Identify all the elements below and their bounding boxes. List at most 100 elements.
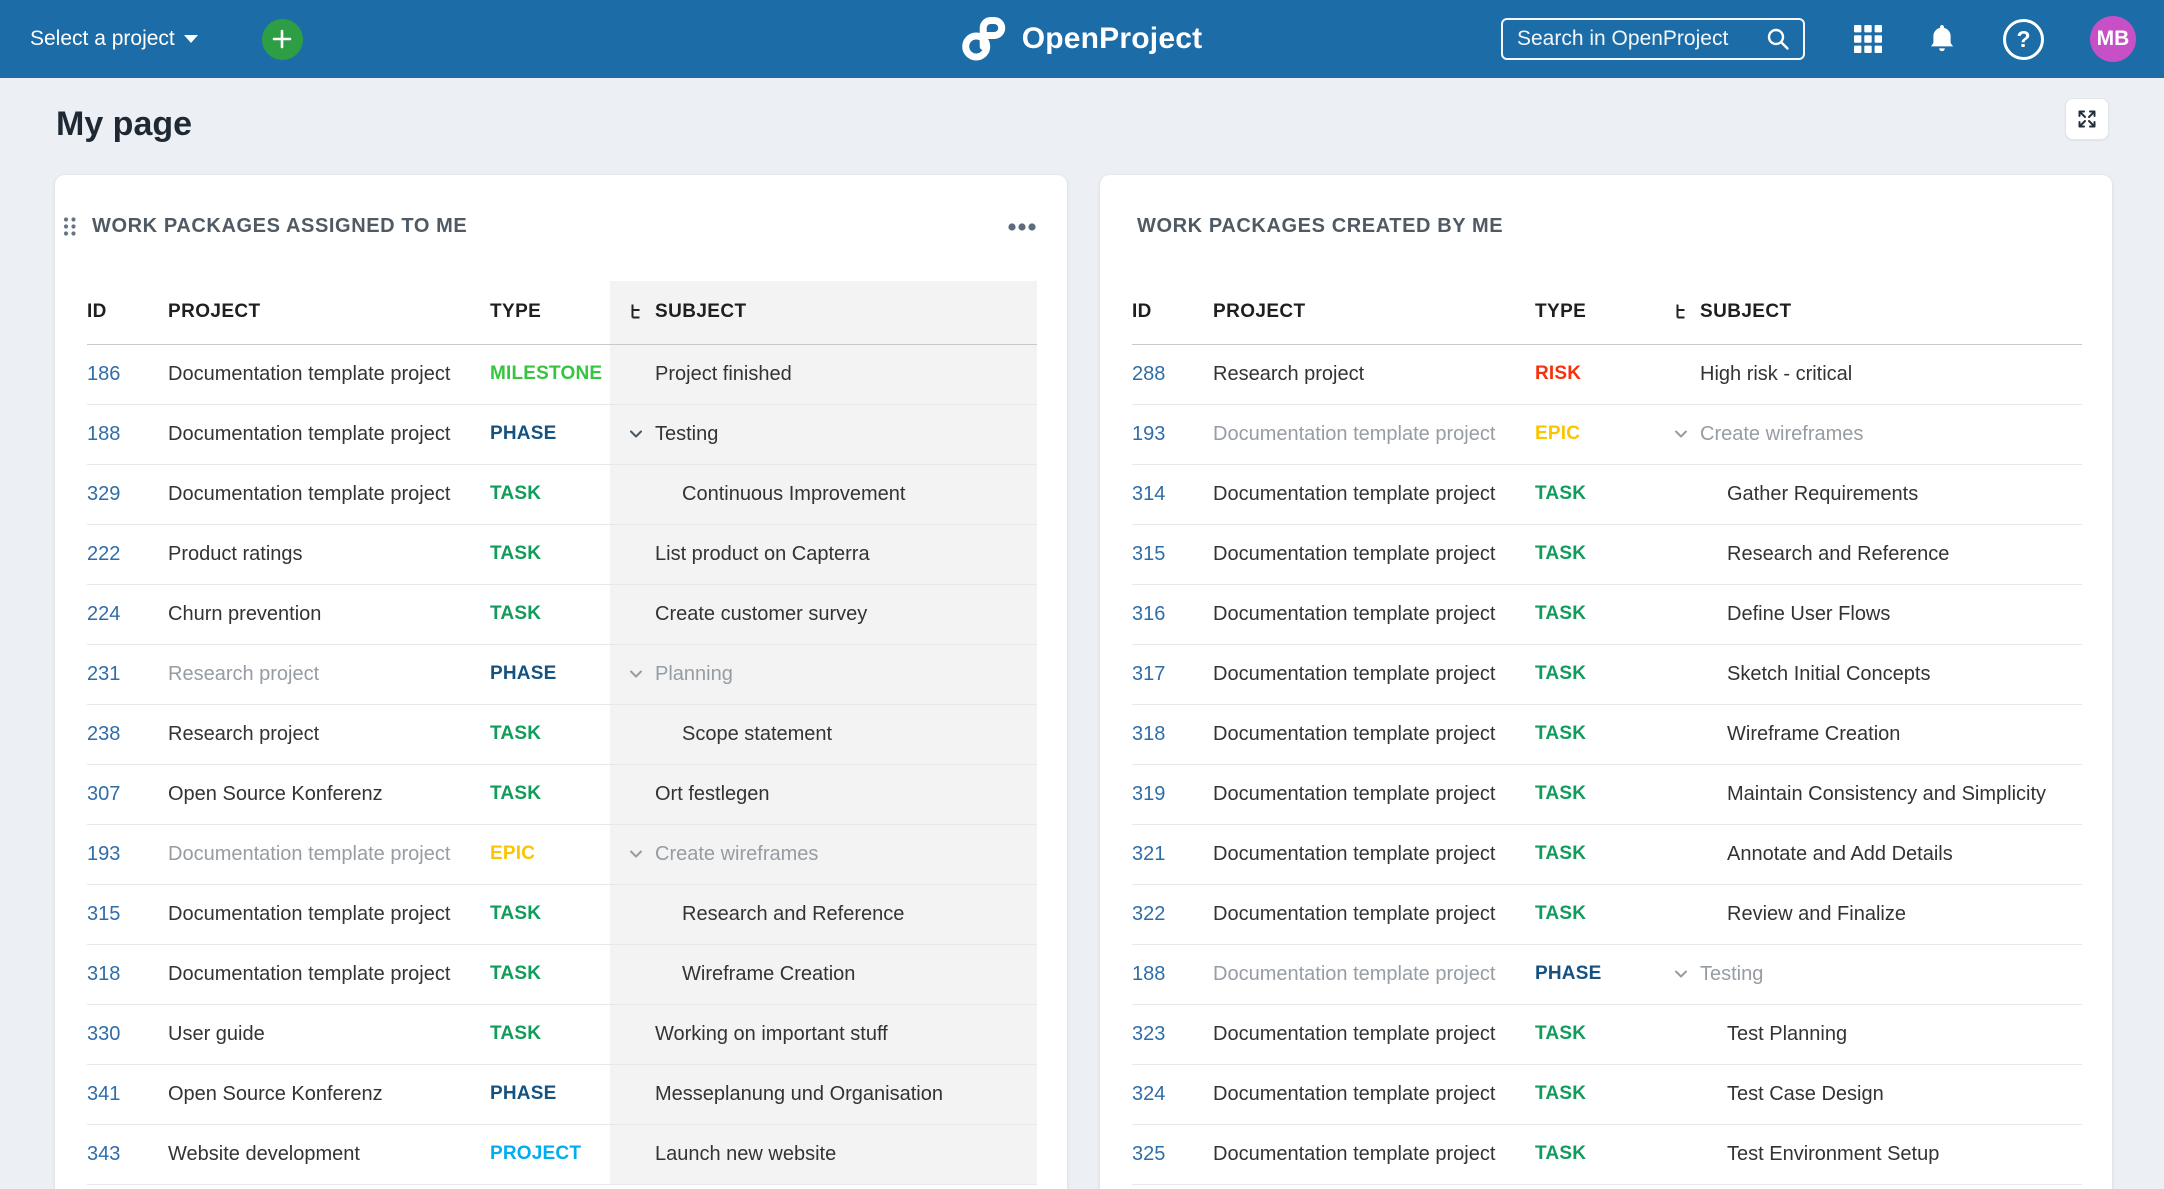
project-selector[interactable]: Select a project xyxy=(30,27,198,51)
col-header-project[interactable]: PROJECT xyxy=(1213,281,1535,345)
work-package-id-link[interactable]: 324 xyxy=(1132,1082,1166,1105)
chevron-down-icon[interactable] xyxy=(1673,966,1700,982)
col-header-subject[interactable]: SUBJECT xyxy=(610,281,1037,345)
table-row[interactable]: 188 Documentation template project PHASE… xyxy=(87,404,1037,465)
table-row[interactable]: 323 Documentation template project TASK … xyxy=(1132,1004,2082,1065)
subject-cell[interactable]: Wireframe Creation xyxy=(1727,722,1901,745)
chevron-down-icon[interactable] xyxy=(628,666,655,682)
table-row[interactable]: 316 Documentation template project TASK … xyxy=(1132,584,2082,645)
subject-cell[interactable]: High risk - critical xyxy=(1700,362,1853,385)
chevron-down-icon[interactable] xyxy=(628,846,655,862)
work-package-id-link[interactable]: 315 xyxy=(87,902,121,925)
table-row[interactable]: 315 Documentation template project TASK … xyxy=(1132,524,2082,585)
col-header-id[interactable]: ID xyxy=(1132,281,1213,345)
col-header-type[interactable]: TYPE xyxy=(490,281,610,345)
work-package-id-link[interactable]: 231 xyxy=(87,662,121,685)
table-row[interactable]: 341 Open Source Konferenz PHASE Messepla… xyxy=(87,1064,1037,1125)
work-package-id-link[interactable]: 188 xyxy=(87,422,121,445)
subject-cell[interactable]: Review and Finalize xyxy=(1727,902,1906,925)
work-package-id-link[interactable]: 224 xyxy=(87,602,121,625)
notifications-button[interactable] xyxy=(1927,23,1957,55)
chevron-down-icon[interactable] xyxy=(1673,426,1700,442)
chevron-down-icon[interactable] xyxy=(655,486,682,502)
work-package-id-link[interactable]: 318 xyxy=(1132,722,1166,745)
table-row[interactable]: 343 Website development PROJECT Launch n… xyxy=(87,1124,1037,1185)
search-icon[interactable] xyxy=(1765,26,1791,52)
chevron-down-icon[interactable] xyxy=(1700,1086,1727,1102)
chevron-down-icon[interactable] xyxy=(628,366,655,382)
work-package-id-link[interactable]: 341 xyxy=(87,1082,121,1105)
work-package-id-link[interactable]: 186 xyxy=(87,362,121,385)
subject-cell[interactable]: Maintain Consistency and Simplicity xyxy=(1727,782,2047,805)
chevron-down-icon[interactable] xyxy=(1700,1026,1727,1042)
table-row[interactable]: 186 Documentation template project MILES… xyxy=(87,344,1037,405)
table-row[interactable]: 315 Documentation template project TASK … xyxy=(87,884,1037,945)
work-package-id-link[interactable]: 316 xyxy=(1132,602,1166,625)
subject-cell[interactable]: Research and Reference xyxy=(1727,542,1950,565)
work-package-id-link[interactable]: 238 xyxy=(87,722,121,745)
work-package-id-link[interactable]: 188 xyxy=(1132,962,1166,985)
table-row[interactable]: 314 Documentation template project TASK … xyxy=(1132,464,2082,525)
subject-cell[interactable]: Scope statement xyxy=(682,722,833,745)
chevron-down-icon[interactable] xyxy=(628,546,655,562)
subject-cell[interactable]: Sketch Initial Concepts xyxy=(1727,662,1931,685)
quick-add-button[interactable] xyxy=(261,18,303,60)
widget-menu-button[interactable] xyxy=(1007,218,1037,236)
chevron-down-icon[interactable] xyxy=(628,786,655,802)
table-row[interactable]: 238 Research project TASK Scope statemen… xyxy=(87,704,1037,765)
table-row[interactable]: 193 Documentation template project EPIC … xyxy=(1132,404,2082,465)
subject-cell[interactable]: Working on important stuff xyxy=(655,1022,888,1045)
chevron-down-icon[interactable] xyxy=(1700,786,1727,802)
work-package-id-link[interactable]: 323 xyxy=(1132,1022,1166,1045)
chevron-down-icon[interactable] xyxy=(1673,366,1700,382)
work-package-id-link[interactable]: 193 xyxy=(87,842,121,865)
chevron-down-icon[interactable] xyxy=(1700,606,1727,622)
subject-cell[interactable]: Test Planning xyxy=(1727,1022,1848,1045)
work-package-id-link[interactable]: 325 xyxy=(1132,1142,1166,1165)
work-package-id-link[interactable]: 321 xyxy=(1132,842,1166,865)
work-package-id-link[interactable]: 288 xyxy=(1132,362,1166,385)
chevron-down-icon[interactable] xyxy=(655,966,682,982)
col-header-subject[interactable]: SUBJECT xyxy=(1655,281,2082,345)
work-package-id-link[interactable]: 317 xyxy=(1132,662,1166,685)
table-row[interactable]: 307 Open Source Konferenz TASK Ort festl… xyxy=(87,764,1037,825)
work-package-id-link[interactable]: 330 xyxy=(87,1022,121,1045)
fullscreen-toggle-button[interactable] xyxy=(2065,98,2109,140)
subject-cell[interactable]: Continuous Improvement xyxy=(682,482,906,505)
subject-cell[interactable]: Wireframe Creation xyxy=(682,962,856,985)
chevron-down-icon[interactable] xyxy=(628,1026,655,1042)
chevron-down-icon[interactable] xyxy=(655,726,682,742)
subject-cell[interactable]: Annotate and Add Details xyxy=(1727,842,1953,865)
subject-cell[interactable]: Project finished xyxy=(655,362,792,385)
subject-cell[interactable]: Launch new website xyxy=(655,1142,837,1165)
work-package-id-link[interactable]: 318 xyxy=(87,962,121,985)
subject-cell[interactable]: Create customer survey xyxy=(655,602,868,625)
subject-cell[interactable]: Planning xyxy=(655,662,733,685)
table-row[interactable]: 318 Documentation template project TASK … xyxy=(87,944,1037,1005)
chevron-down-icon[interactable] xyxy=(1700,546,1727,562)
col-header-type[interactable]: TYPE xyxy=(1535,281,1655,345)
table-row[interactable]: 288 Research project RISK High risk - cr… xyxy=(1132,344,2082,405)
chevron-down-icon[interactable] xyxy=(655,906,682,922)
global-search[interactable] xyxy=(1501,18,1805,60)
col-header-id[interactable]: ID xyxy=(87,281,168,345)
modules-menu-button[interactable] xyxy=(1853,24,1883,54)
subject-cell[interactable]: Define User Flows xyxy=(1727,602,1891,625)
work-package-id-link[interactable]: 222 xyxy=(87,542,121,565)
chevron-down-icon[interactable] xyxy=(1700,846,1727,862)
subject-cell[interactable]: Ort festlegen xyxy=(655,782,770,805)
chevron-down-icon[interactable] xyxy=(628,606,655,622)
work-package-id-link[interactable]: 315 xyxy=(1132,542,1166,565)
work-package-id-link[interactable]: 314 xyxy=(1132,482,1166,505)
work-package-id-link[interactable]: 322 xyxy=(1132,902,1166,925)
table-row[interactable]: 322 Documentation template project TASK … xyxy=(1132,884,2082,945)
work-package-id-link[interactable]: 319 xyxy=(1132,782,1166,805)
table-row[interactable]: 231 Research project PHASE Planning xyxy=(87,644,1037,705)
work-package-id-link[interactable]: 307 xyxy=(87,782,121,805)
table-row[interactable]: 321 Documentation template project TASK … xyxy=(1132,824,2082,885)
table-row[interactable]: 222 Product ratings TASK List product on… xyxy=(87,524,1037,585)
work-package-id-link[interactable]: 343 xyxy=(87,1142,121,1165)
table-row[interactable]: 193 Documentation template project EPIC … xyxy=(87,824,1037,885)
subject-cell[interactable]: Gather Requirements xyxy=(1727,482,1919,505)
table-row[interactable]: 329 Documentation template project TASK … xyxy=(87,464,1037,525)
